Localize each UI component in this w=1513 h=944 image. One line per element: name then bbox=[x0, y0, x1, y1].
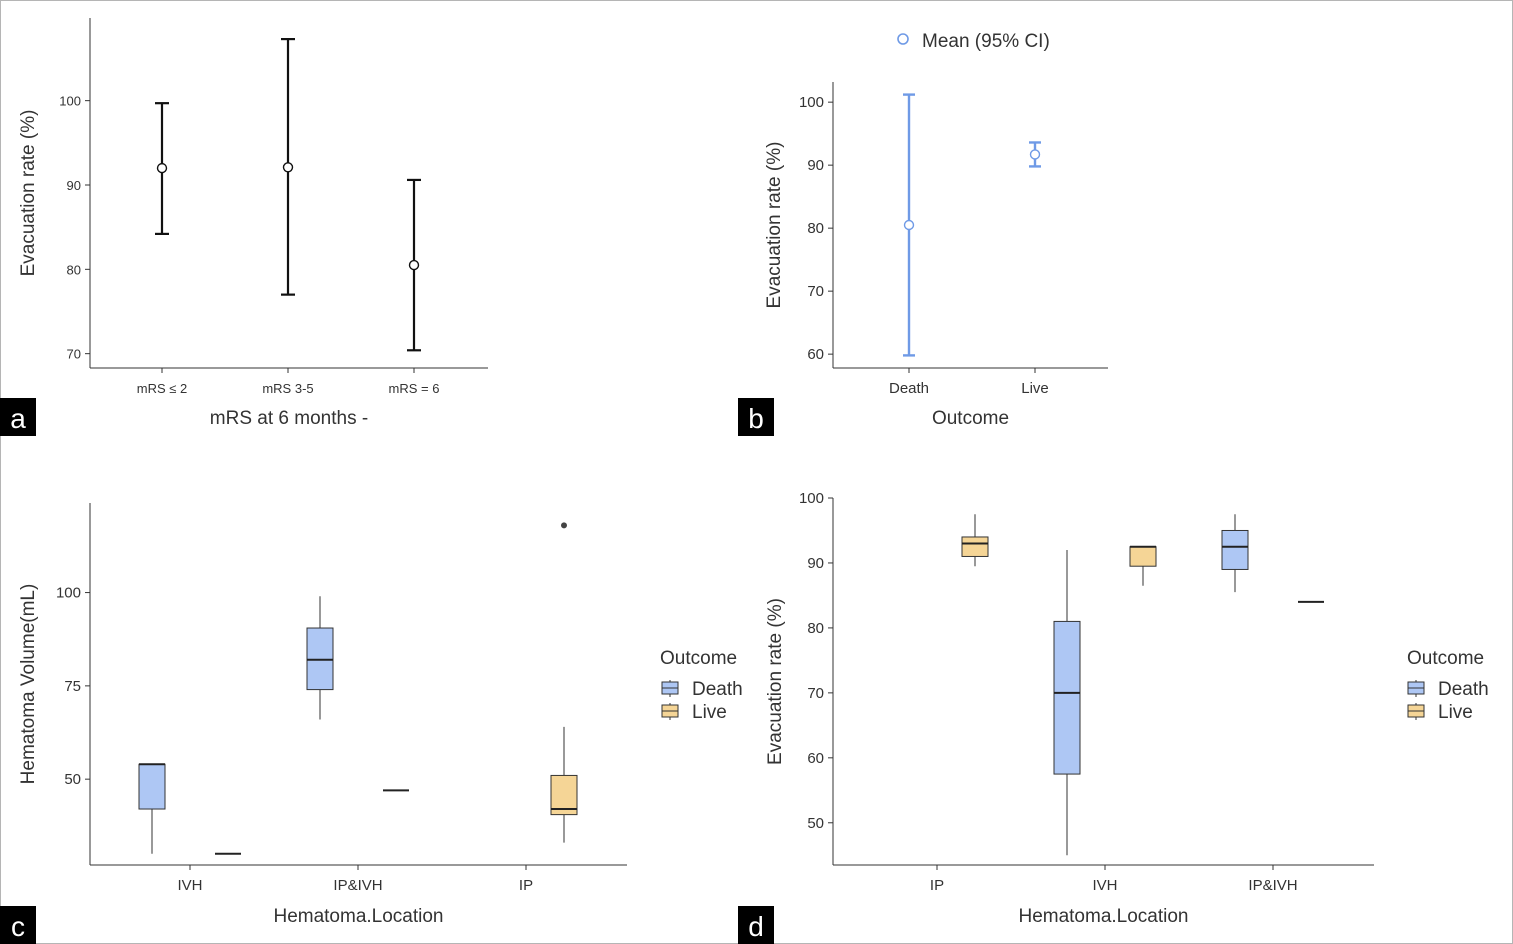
mean-point bbox=[903, 219, 915, 231]
mean-point bbox=[282, 162, 294, 173]
mean-point bbox=[156, 162, 168, 174]
y-tick-label: 90 bbox=[807, 555, 824, 572]
y-tick-label: 100 bbox=[59, 94, 81, 109]
legend-d: Outcome Death Live bbox=[1407, 648, 1489, 723]
legend-c-death-label: Death bbox=[692, 679, 743, 700]
x-axis-title: Outcome bbox=[932, 408, 1009, 429]
box-death bbox=[1053, 620, 1081, 775]
panel-label-bg-a bbox=[0, 398, 36, 436]
y-tick-label: 100 bbox=[799, 94, 824, 111]
legend-b-marker bbox=[897, 33, 909, 45]
legend-d-death-label: Death bbox=[1438, 679, 1489, 700]
legend-c-live-label: Live bbox=[692, 702, 727, 723]
y-tick-label: 90 bbox=[807, 157, 824, 174]
x-tick-label: IVH bbox=[1092, 877, 1117, 894]
y-tick-label: 80 bbox=[807, 220, 824, 237]
x-tick-label: mRS = 6 bbox=[389, 381, 440, 396]
x-axis-title: mRS at 6 months - bbox=[210, 408, 368, 429]
legend-c-title: Outcome bbox=[660, 648, 737, 669]
panel-label-b: b bbox=[748, 403, 764, 434]
y-axis-title: Evacuation rate (%) bbox=[765, 598, 786, 765]
legend-b-label: Mean (95% CI) bbox=[922, 31, 1050, 52]
x-tick-label: mRS 3-5 bbox=[262, 381, 313, 396]
y-tick-label: 100 bbox=[799, 490, 824, 507]
mean-point bbox=[408, 259, 420, 271]
panel-a: 70 80 90 100 mRS ≤ 2 mRS 3-5 mRS = 6 mRS at 6 m… bbox=[18, 18, 488, 429]
panel-label-bg-d bbox=[738, 906, 774, 944]
panel-d: 50 60 70 80 90 100 IP IVH IP&IVH Hematoma.Locatio… bbox=[765, 490, 1374, 927]
y-tick-label: 100 bbox=[56, 585, 81, 602]
x-tick-label: IP&IVH bbox=[1248, 877, 1297, 894]
legend-d-title: Outcome bbox=[1407, 648, 1484, 669]
box-live bbox=[961, 536, 989, 557]
y-tick-label: 90 bbox=[67, 178, 81, 193]
y-tick-label: 50 bbox=[807, 815, 824, 832]
x-tick-label: IVH bbox=[177, 877, 202, 894]
y-tick-label: 60 bbox=[807, 750, 824, 767]
mean-point bbox=[1029, 149, 1041, 160]
y-tick-label: 70 bbox=[807, 283, 824, 300]
panel-b: 60 70 80 90 100 Death Live Outcome Evacuation ra… bbox=[764, 82, 1108, 429]
x-axis-title: Hematoma.Location bbox=[1018, 906, 1188, 927]
y-tick-label: 80 bbox=[807, 620, 824, 637]
legend-c: Outcome Death Live bbox=[660, 648, 743, 723]
y-axis-title: Evacuation rate (%) bbox=[18, 110, 39, 277]
box-death bbox=[138, 763, 166, 810]
y-tick-label: 70 bbox=[807, 685, 824, 702]
panel-label-bg-c bbox=[0, 906, 36, 944]
x-tick-label: Death bbox=[889, 380, 929, 397]
y-tick-label: 80 bbox=[67, 262, 81, 277]
panel-label-a: a bbox=[10, 403, 26, 434]
legend-b: Mean (95% CI) bbox=[897, 31, 1050, 52]
y-tick-label: 60 bbox=[807, 346, 824, 363]
y-tick-label: 50 bbox=[64, 771, 81, 788]
x-axis-title: Hematoma.Location bbox=[273, 906, 443, 927]
x-tick-label: Live bbox=[1021, 380, 1049, 397]
legend-d-live-label: Live bbox=[1438, 702, 1473, 723]
x-tick-label: IP bbox=[930, 877, 944, 894]
x-tick-label: IP bbox=[519, 877, 533, 894]
y-tick-label: 75 bbox=[64, 678, 81, 695]
box-outlier bbox=[561, 522, 567, 529]
box-death bbox=[1221, 529, 1249, 570]
panel-c: 50 75 100 IVH IP&IVH IP Hematoma.Location Hemat… bbox=[18, 503, 627, 927]
y-tick-label: 70 bbox=[67, 347, 81, 362]
panel-label-c: c bbox=[11, 911, 25, 942]
box-live bbox=[1129, 546, 1157, 567]
x-tick-label: IP&IVH bbox=[333, 877, 382, 894]
panel-label-d: d bbox=[748, 911, 764, 942]
panel-label-bg-b bbox=[738, 398, 774, 436]
y-axis-title: Hematoma Volume(mL) bbox=[18, 584, 39, 785]
x-tick-label: mRS ≤ 2 bbox=[137, 381, 187, 396]
y-axis-title: Evacuation rate (%) bbox=[764, 142, 785, 309]
